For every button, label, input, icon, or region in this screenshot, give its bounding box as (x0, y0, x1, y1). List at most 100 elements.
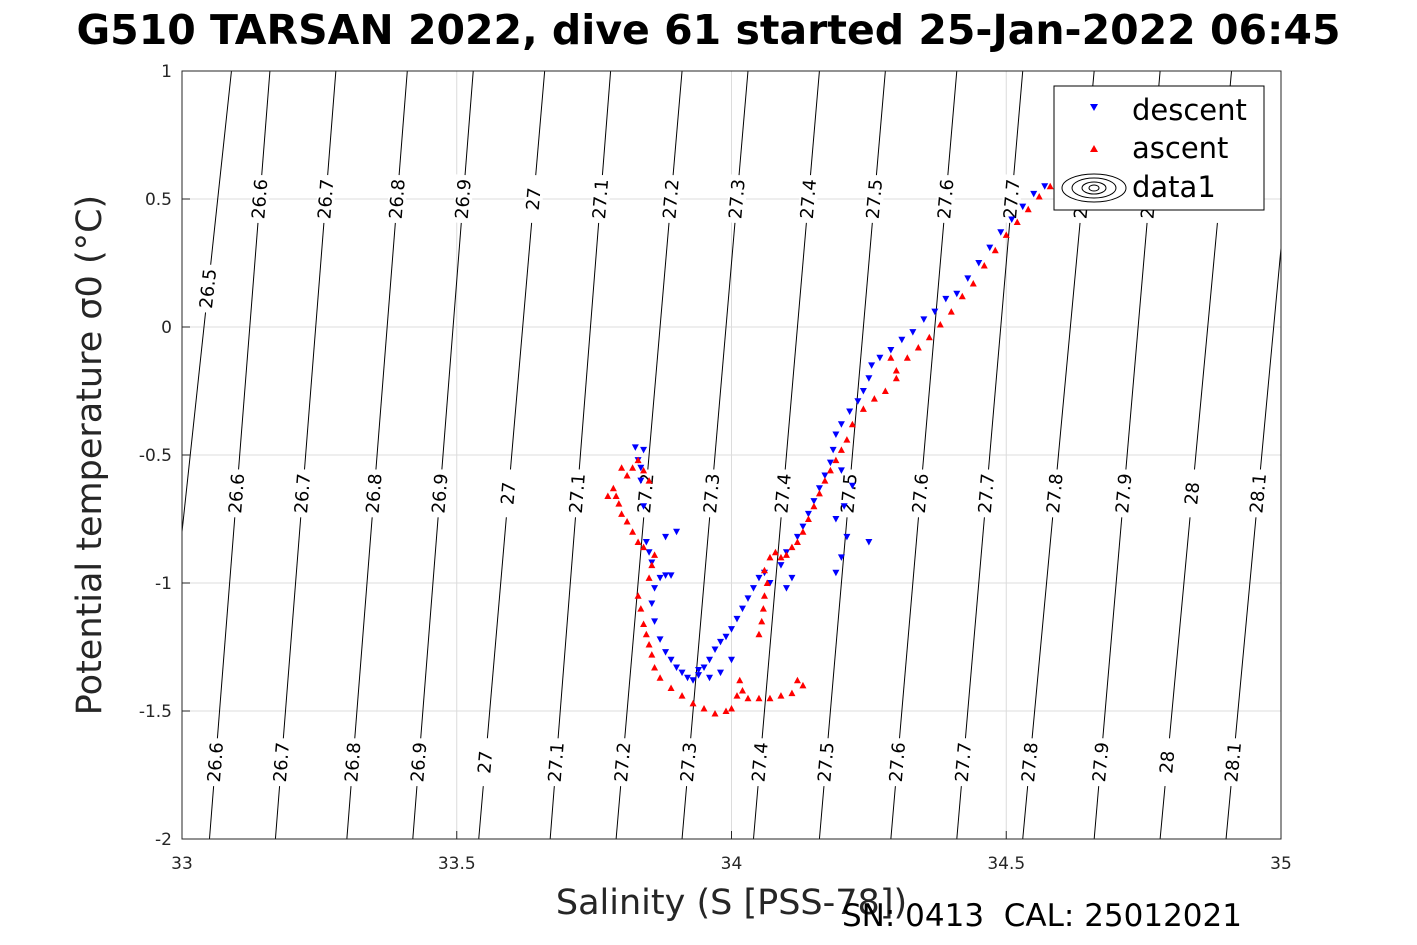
isopycnal-label: 27.8 (1018, 741, 1043, 783)
ascent-point (782, 551, 790, 558)
ascent-point (969, 279, 977, 287)
descent-point (673, 664, 681, 671)
ascent-point (722, 707, 730, 714)
isopycnal-label-bg (1156, 737, 1179, 787)
isopycnal-label-bg (934, 174, 957, 224)
descent-point (728, 626, 735, 633)
x-tick-label: 33 (171, 854, 193, 874)
isopycnal-label-bg (545, 737, 568, 787)
isopycnal-line (1225, 242, 1281, 839)
descent-point (942, 295, 950, 303)
descent-point (854, 398, 862, 405)
descent-point (777, 562, 785, 569)
isopycnal-label: 28 (1181, 481, 1204, 506)
isopycnal-label: 27.9 (1112, 473, 1136, 515)
ascent-point (1024, 205, 1032, 213)
isopycnal-label: 27.5 (837, 473, 861, 515)
descent-point (678, 669, 686, 677)
descent-point (755, 574, 763, 582)
isopycnal-label: 26.9 (452, 178, 476, 220)
ascent-point (848, 420, 856, 428)
ascent-point (651, 663, 659, 671)
ascent-point (1035, 192, 1043, 200)
isopycnal-label-bg (386, 174, 409, 224)
descent-point (662, 572, 670, 579)
ascent-point (1046, 182, 1054, 190)
isopycnal-label-bg (248, 174, 271, 224)
isopycnal-label-bg (497, 468, 520, 519)
descent-point (832, 516, 840, 523)
ascent-point (640, 466, 648, 474)
isopycnal-label: 27.4 (771, 473, 795, 515)
isopycnal-label: 27.4 (797, 178, 821, 220)
ascent-point (645, 640, 653, 648)
ascent-point (821, 477, 829, 484)
descent-point (1030, 190, 1038, 198)
isopycnal-label-bg (677, 737, 700, 787)
descent-point (642, 539, 650, 546)
descent-point (986, 244, 994, 252)
ascent-point (947, 308, 955, 315)
descent-point (662, 649, 670, 656)
legend-ascent-marker (1090, 145, 1098, 152)
isopycnal-label: 27.6 (934, 178, 958, 220)
descent-point (667, 572, 675, 579)
ascent-point (615, 500, 623, 507)
isopycnal-label-bg (589, 174, 612, 224)
isopycnal-label-bg (975, 468, 998, 519)
descent-point (637, 464, 645, 472)
isopycnal-label: 26.7 (291, 473, 315, 515)
descent-point (648, 600, 656, 607)
ascent-point (618, 464, 626, 471)
isopycnal-label-bg (196, 263, 220, 314)
descent-point (837, 421, 845, 428)
isopycnal-label: 27.3 (677, 741, 701, 783)
ascent-point (766, 553, 774, 561)
descent-point (1019, 203, 1027, 211)
descent-point (645, 549, 653, 556)
isopycnal-label-bg (863, 174, 886, 224)
ascent-point (604, 492, 612, 499)
descent-point (832, 431, 840, 439)
isopycnal-label: 26.9 (428, 473, 452, 515)
isopycnal-label: 27 (497, 481, 520, 506)
ascent-point (758, 617, 766, 625)
ascent-point (980, 262, 988, 269)
isopycnal-label-bg (566, 468, 589, 519)
y-tick-label: 0 (161, 318, 172, 338)
legend-contour-icon (1061, 173, 1127, 203)
ascent-point (804, 515, 812, 522)
isopycnal-label-bg (611, 737, 634, 787)
ascent-point (689, 699, 697, 707)
ascent-point (837, 446, 845, 453)
ascent-point (637, 605, 645, 612)
legend: descent ascent data1 (1053, 85, 1265, 211)
ascent-point (738, 687, 746, 694)
footer-serial-calibration: SN: 0413 CAL: 25012021 (842, 898, 1242, 934)
isopycnal-label: 26.6 (248, 178, 272, 220)
descent-point (706, 674, 714, 682)
ascent-point (777, 553, 785, 561)
ascent-point (826, 466, 834, 474)
isopycnal-label: 26.6 (225, 473, 249, 515)
ascent-point (612, 492, 620, 499)
descent-point (804, 510, 812, 518)
ascent-point (755, 630, 763, 638)
isopycnal-label-bg (700, 468, 723, 519)
descent-point (868, 362, 876, 369)
y-tick-label: -2 (155, 830, 172, 850)
descent-point (920, 316, 928, 323)
descent-point (821, 472, 829, 479)
ascent-point (914, 343, 922, 351)
legend-descent-marker (1090, 104, 1098, 111)
ascent-point (645, 574, 653, 581)
isopycnal-label-bg (814, 737, 838, 787)
isopycnal-label: 27.7 (952, 741, 976, 783)
ascent-point (648, 651, 656, 658)
legend-contour-icon (1088, 184, 1100, 192)
descent-point (728, 656, 735, 664)
y-tick-label: -1.5 (139, 702, 172, 722)
isopycnal-label: 28.1 (1246, 473, 1271, 515)
isopycnal-labels: 26.5 26.6 26.6 26.6 26.7 26.7 26.7 26.8 26.8 26.8… (196, 174, 1271, 787)
